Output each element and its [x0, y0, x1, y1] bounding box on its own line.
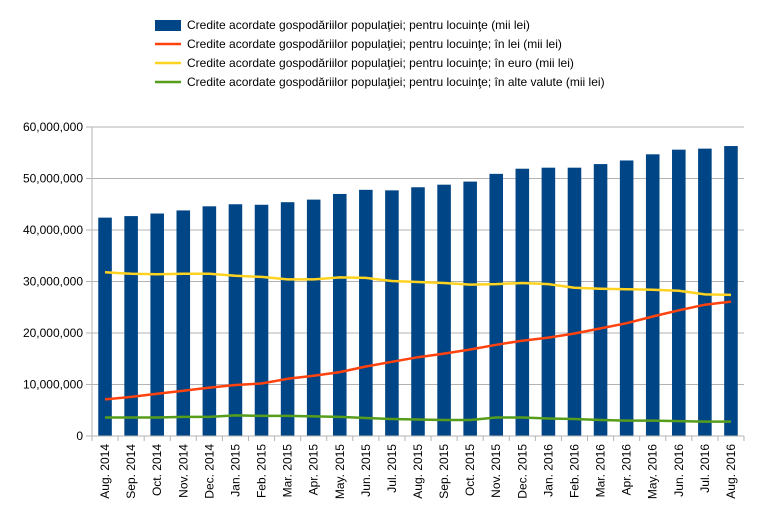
x-tick-label: Aug. 2015 [411, 444, 425, 499]
x-tick-label: Jul. 2015 [385, 444, 399, 493]
bar [672, 149, 686, 436]
x-tick-label: Jun. 2016 [672, 444, 686, 497]
x-tick-label: Apr. 2016 [620, 444, 634, 496]
bar [698, 148, 712, 436]
bar [254, 204, 269, 436]
y-tick-label: 60,000,000 [23, 120, 83, 134]
bar [437, 184, 451, 436]
x-tick-label: Oct. 2014 [150, 444, 164, 496]
line-series [104, 270, 732, 423]
series-line [105, 414, 731, 423]
x-tick-label: Dec. 2015 [515, 444, 529, 499]
series-line [104, 270, 732, 297]
x-tick-label: Jun. 2015 [359, 444, 373, 497]
legend-label: Credite acordate gospodăriilor populaţie… [187, 75, 605, 89]
x-tick-label: Apr. 2015 [307, 444, 321, 496]
bar [541, 167, 556, 436]
x-tick-label: Sep. 2015 [437, 444, 451, 499]
x-tick-label: Jan. 2015 [228, 444, 242, 497]
x-tick-label: Feb. 2015 [255, 444, 269, 498]
y-tick-label: 0 [76, 429, 83, 443]
bar [593, 164, 608, 436]
bar-series [98, 146, 738, 437]
bar [567, 167, 582, 436]
bar [385, 190, 399, 436]
bar [724, 146, 738, 436]
x-tick-label: Oct. 2015 [463, 444, 477, 496]
bar [645, 154, 660, 437]
bar [280, 202, 295, 436]
bar [306, 199, 321, 436]
legend-label: Credite acordate gospodăriilor populaţie… [187, 56, 574, 70]
x-tick-label: Jul. 2016 [698, 444, 712, 493]
bar [124, 216, 138, 436]
bar [202, 206, 217, 436]
legend-label: Credite acordate gospodăriilor populaţie… [187, 37, 562, 51]
x-axis-tick-labels: Aug. 2014 Sep. 2014 Oct. 2014 Nov. 2014 Dec.… [98, 444, 738, 499]
x-tick-label: Aug. 2014 [98, 444, 112, 499]
legend-swatch [155, 20, 181, 31]
bar [411, 187, 425, 436]
bar [228, 204, 243, 436]
bar [150, 213, 164, 436]
bar [332, 193, 347, 436]
y-tick-label: 30,000,000 [23, 275, 83, 289]
bar [176, 210, 191, 436]
bar [515, 168, 530, 436]
y-tick-label: 20,000,000 [23, 326, 83, 340]
x-tick-label: Dec. 2014 [202, 444, 216, 499]
legend-label: Credite acordate gospodăriilor populaţie… [187, 18, 530, 32]
x-tick-label: Jan. 2016 [541, 444, 555, 497]
x-tick-label: Mar. 2016 [594, 444, 608, 498]
x-tick-label: Nov. 2015 [489, 444, 503, 498]
series-line [104, 300, 732, 401]
x-tick-label: Mar. 2015 [281, 444, 295, 498]
y-tick-label: 50,000,000 [23, 172, 83, 186]
y-tick-label: 10,000,000 [23, 378, 83, 392]
bar [463, 181, 477, 436]
bar [619, 160, 634, 436]
x-tick-label: Feb. 2016 [567, 444, 581, 498]
x-tick-label: Aug. 2016 [724, 444, 738, 499]
axes [91, 127, 745, 441]
x-tick-label: Nov. 2014 [176, 444, 190, 498]
bar [489, 173, 504, 437]
bar [359, 189, 373, 436]
y-tick-label: 40,000,000 [23, 223, 83, 237]
x-tick-label: Sep. 2014 [124, 444, 138, 499]
x-tick-label: May. 2015 [333, 444, 347, 499]
bar [98, 217, 112, 436]
y-axis-tick-labels: 0 10,000,000 20,000,000 30,000,000 40,000,00… [23, 120, 83, 443]
x-tick-label: May. 2016 [646, 444, 660, 499]
legend: Credite acordate gospodăriilor populaţie… [155, 18, 605, 89]
